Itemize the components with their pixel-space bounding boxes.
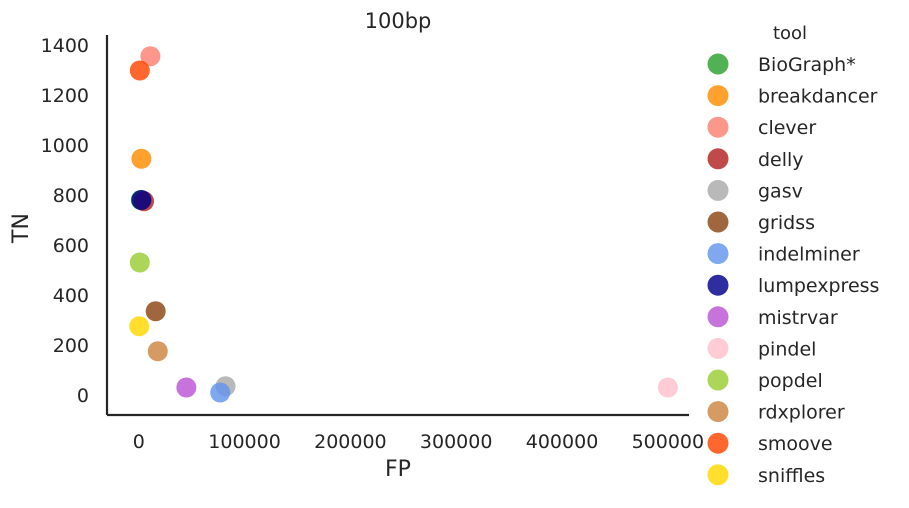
y-tick-label: 1400 — [41, 35, 89, 57]
legend-marker — [707, 337, 729, 359]
y-tick-label: 1200 — [41, 85, 89, 107]
legend-marker — [707, 464, 729, 486]
data-point — [140, 46, 161, 67]
legend-label: rdxplorer — [758, 402, 845, 424]
legend-label: breakdancer — [758, 86, 878, 108]
legend-label: gridss — [758, 212, 815, 234]
legend-label: mistrvar — [758, 307, 838, 329]
legend-marker — [707, 306, 729, 328]
legend-marker — [707, 211, 729, 233]
legend-label: BioGraph* — [758, 54, 856, 76]
legend-label: gasv — [758, 180, 803, 202]
legend-label: pindel — [758, 338, 816, 360]
y-tick-label: 400 — [53, 285, 89, 307]
legend-marker — [707, 148, 729, 170]
y-tick-label: 800 — [53, 185, 89, 207]
data-point — [129, 60, 150, 81]
data-point — [147, 341, 168, 362]
data-point — [129, 252, 150, 273]
legend-marker — [707, 53, 729, 75]
data-point — [129, 316, 150, 337]
x-axis-ticks: 0 100000 200000 300000 400000 500000 — [133, 431, 704, 453]
data-point — [657, 377, 678, 398]
legend-marker — [707, 432, 729, 454]
legend-marker — [707, 116, 729, 138]
x-tick-label: 100000 — [208, 431, 281, 453]
data-point — [145, 301, 166, 322]
legend-label: popdel — [758, 370, 823, 392]
y-axis-ticks: 0 200 400 600 800 1000 1200 1400 — [41, 35, 89, 407]
x-tick-label: 500000 — [632, 431, 705, 453]
legend-label: delly — [758, 149, 804, 171]
x-tick-label: 300000 — [420, 431, 493, 453]
x-tick-label: 0 — [133, 431, 145, 453]
legend-marker — [707, 401, 729, 423]
y-axis-label: TN — [9, 213, 34, 244]
legend-marker — [707, 179, 729, 201]
legend-marker — [707, 274, 729, 296]
y-tick-label: 0 — [77, 385, 89, 407]
legend-label: lumpexpress — [758, 275, 879, 297]
data-point — [131, 190, 152, 210]
x-tick-label: 400000 — [526, 431, 599, 453]
data-points — [129, 46, 678, 403]
legend-label: smoove — [758, 433, 833, 455]
legend-label: indelminer — [758, 244, 860, 266]
x-axis-label: FP — [385, 457, 411, 482]
legend-marker — [707, 85, 729, 107]
legend-label: sniffles — [758, 465, 825, 487]
legend-marker — [707, 243, 729, 265]
y-tick-label: 200 — [53, 335, 89, 357]
legend-label: clever — [758, 117, 816, 139]
data-point — [210, 382, 231, 403]
data-point — [131, 148, 152, 169]
y-tick-label: 1000 — [41, 135, 89, 157]
data-point — [176, 377, 197, 398]
legend-title: tool — [773, 23, 807, 44]
y-tick-label: 600 — [53, 235, 89, 257]
x-tick-label: 200000 — [314, 431, 387, 453]
chart-title: 100bp — [365, 9, 432, 33]
legend-marker — [707, 369, 729, 391]
legend: tool BioGraph* breakdancer clever delly gasv… — [707, 23, 879, 487]
